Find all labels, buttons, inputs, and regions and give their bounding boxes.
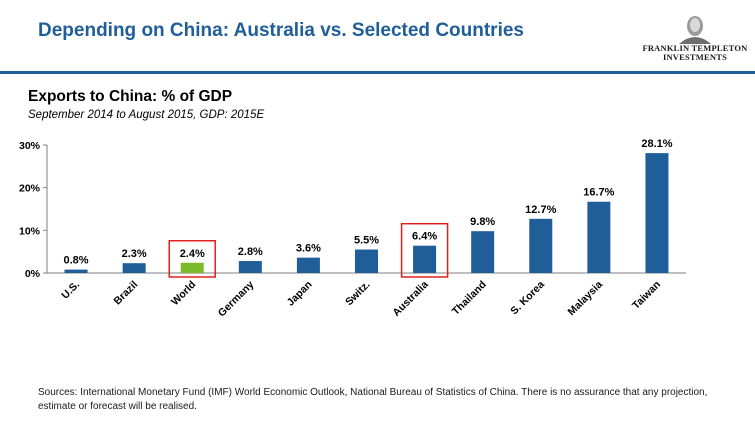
bar bbox=[65, 270, 88, 273]
bar bbox=[181, 263, 204, 273]
header-divider bbox=[0, 71, 755, 74]
x-tick-label: Malaysia bbox=[566, 279, 606, 319]
franklin-templeton-logo: FRANKLIN TEMPLETON INVESTMENTS bbox=[640, 14, 750, 66]
data-label: 2.3% bbox=[122, 248, 147, 260]
slide-title: Depending on China: Australia vs. Select… bbox=[38, 20, 524, 42]
bar bbox=[239, 261, 262, 273]
x-tick-label: Australia bbox=[390, 279, 430, 319]
bar bbox=[413, 246, 436, 273]
bar bbox=[529, 219, 552, 273]
data-label: 16.7% bbox=[583, 187, 614, 199]
bar bbox=[355, 250, 378, 273]
data-label: 0.8% bbox=[64, 255, 89, 267]
bar bbox=[297, 258, 320, 273]
bar bbox=[471, 231, 494, 273]
x-tick-label: Japan bbox=[285, 279, 315, 309]
x-tick-label: World bbox=[169, 279, 198, 308]
y-tick-label: 0% bbox=[25, 268, 41, 280]
data-label: 28.1% bbox=[641, 138, 672, 150]
x-tick-label: Brazil bbox=[112, 279, 141, 308]
data-label: 6.4% bbox=[412, 231, 437, 243]
y-tick-label: 10% bbox=[19, 225, 41, 237]
bar bbox=[587, 202, 610, 273]
bar bbox=[645, 153, 668, 273]
x-tick-label: Taiwan bbox=[630, 279, 663, 312]
x-tick-label: U.S. bbox=[59, 279, 82, 302]
data-label: 12.7% bbox=[525, 204, 556, 216]
data-label: 3.6% bbox=[296, 243, 321, 255]
x-tick-label: Germany bbox=[216, 279, 257, 320]
data-label: 5.5% bbox=[354, 235, 379, 247]
bar-chart: 0% 10% 20% 30% 0.8% U.S. 2.3% Brazil 2.4% World 2.… bbox=[0, 125, 755, 380]
bar bbox=[123, 263, 146, 273]
chart-subtitle: September 2014 to August 2015, GDP: 2015… bbox=[28, 109, 264, 121]
data-label: 2.8% bbox=[238, 246, 263, 258]
data-label: 2.4% bbox=[180, 248, 205, 260]
sources-note: Sources: International Monetary Fund (IM… bbox=[38, 386, 728, 414]
y-tick-label: 30% bbox=[19, 140, 41, 152]
x-tick-label: Thailand bbox=[450, 279, 489, 318]
chart-title: Exports to China: % of GDP bbox=[28, 88, 232, 106]
data-label: 9.8% bbox=[470, 216, 495, 228]
x-tick-label: Switz. bbox=[343, 279, 373, 309]
logo-line-2: INVESTMENTS bbox=[640, 53, 750, 62]
portrait-icon bbox=[675, 14, 715, 44]
x-tick-label: S. Korea bbox=[508, 279, 547, 318]
y-tick-label: 20% bbox=[19, 183, 41, 195]
